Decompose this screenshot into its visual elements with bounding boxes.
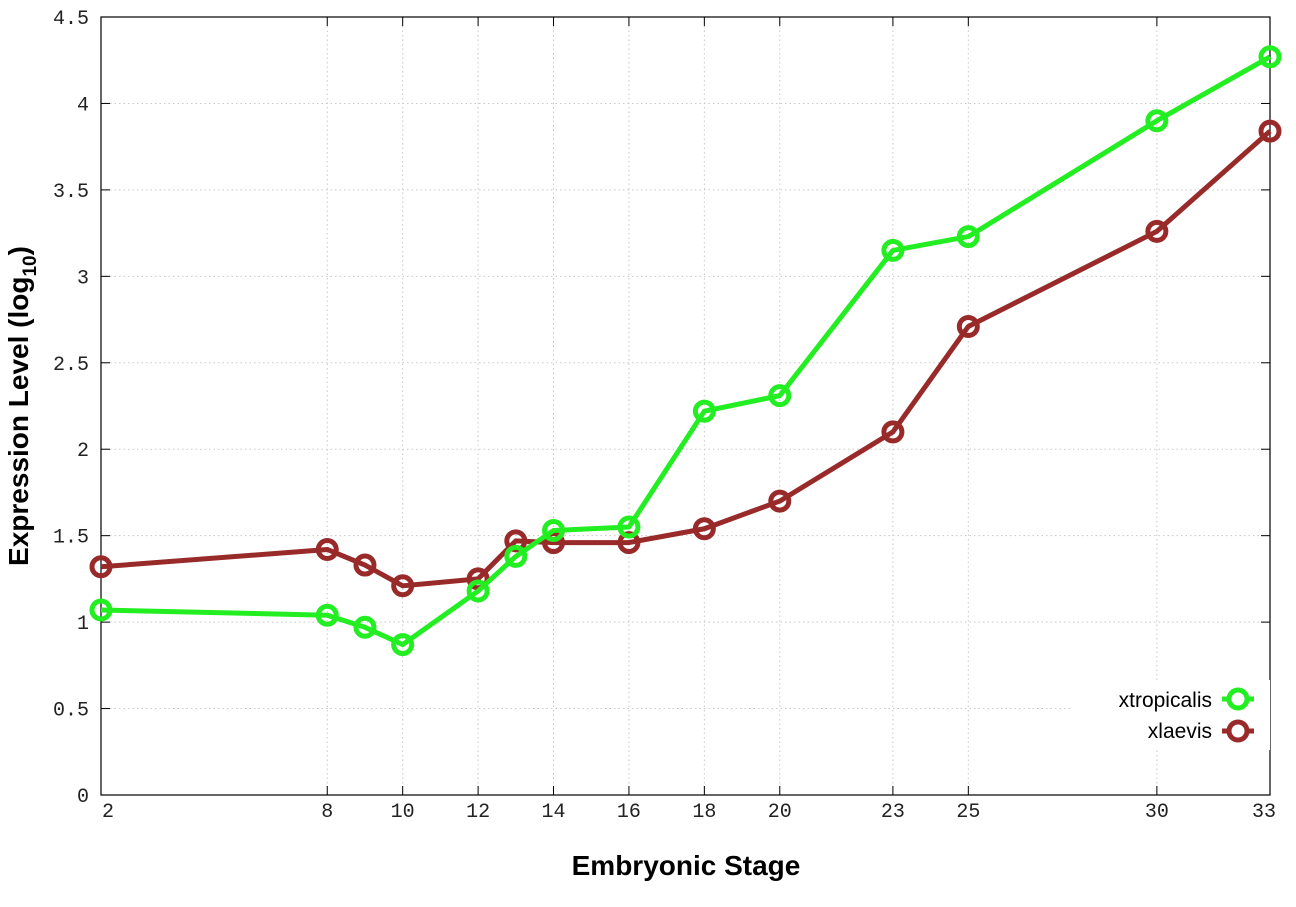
x-axis-title: Embryonic Stage [572, 850, 801, 881]
series-xlaevis [89, 119, 1282, 598]
data-point-xlaevis [315, 537, 339, 561]
data-point-xlaevis [956, 314, 980, 338]
data-point-xlaevis [542, 531, 566, 555]
data-point-xtropicalis [1145, 109, 1169, 133]
y-tick-label: 0.5 [53, 700, 89, 723]
data-point-xlaevis [768, 489, 792, 513]
x-tick-label: 8 [321, 801, 333, 824]
x-tick-label: 25 [956, 801, 980, 824]
data-point-xtropicalis [504, 544, 528, 568]
y-tick-label: 1 [77, 613, 89, 636]
x-tick-label: 16 [617, 801, 641, 824]
y-axis-title-main: Expression Level (log [3, 277, 34, 566]
data-point-xtropicalis [391, 633, 415, 657]
legend-label-xlaevis: xlaevis [1148, 720, 1212, 743]
y-axis-title: Expression Level (log10) [3, 246, 41, 566]
x-tick-label: 33 [1252, 801, 1276, 824]
series-line-xlaevis [100, 129, 1272, 589]
data-point-xtropicalis [768, 384, 792, 408]
x-tick-label: 20 [768, 801, 792, 824]
data-point-xtropicalis [1258, 45, 1282, 69]
y-tick-label: 4.5 [53, 8, 89, 31]
x-tick-label: 23 [881, 801, 905, 824]
y-axis-title-subscript: 10 [20, 255, 41, 276]
data-point-xlaevis [89, 555, 113, 579]
data-point-xlaevis [1258, 119, 1282, 143]
data-point-xlaevis [881, 420, 905, 444]
y-tick-label: 2.5 [53, 354, 89, 377]
data-point-xlaevis [391, 574, 415, 598]
plot-frame [100, 16, 1271, 796]
y-axis-title-close: ) [3, 246, 34, 255]
data-point-xtropicalis [466, 579, 490, 603]
legend-marker-xtropicalis [1226, 687, 1250, 711]
y-tick-label: 3 [77, 267, 89, 290]
data-point-xtropicalis [692, 399, 716, 423]
data-point-xlaevis [692, 517, 716, 541]
x-tick-label: 14 [542, 801, 566, 824]
legend-label-xtropicalis: xtropicalis [1119, 689, 1212, 712]
series-xtropicalis [89, 45, 1282, 657]
y-tick-label: 4 [77, 94, 89, 117]
x-tick-label: 18 [692, 801, 716, 824]
data-point-xlaevis [353, 553, 377, 577]
series-lines [89, 45, 1282, 657]
x-tick-label: 10 [391, 801, 415, 824]
y-tick-label: 1.5 [53, 527, 89, 550]
y-tick-label: 2 [77, 440, 89, 463]
x-tick-label: 30 [1145, 801, 1169, 824]
data-point-xtropicalis [881, 238, 905, 262]
axis-ticks: 0 0.5 1 1.5 2 2.5 3 3.5 4 4.5 2 8 10 12 14 16 18 20 23 25 30… [53, 8, 1276, 824]
data-point-xtropicalis [956, 225, 980, 249]
legend: xtropicalis xlaevis [1070, 680, 1270, 750]
y-tick-label: 0 [77, 786, 89, 809]
y-tick-label: 3.5 [53, 181, 89, 204]
series-line-xtropicalis [100, 54, 1272, 648]
legend-marker-xlaevis [1226, 719, 1250, 743]
x-tick-label: 2 [102, 801, 114, 824]
data-point-xtropicalis [353, 615, 377, 639]
data-point-xtropicalis [89, 598, 113, 622]
data-point-xtropicalis [617, 515, 641, 539]
x-tick-label: 12 [466, 801, 490, 824]
data-point-xlaevis [1145, 219, 1169, 243]
data-point-xtropicalis [542, 518, 566, 542]
data-point-xtropicalis [315, 603, 339, 627]
grid [100, 16, 1271, 796]
